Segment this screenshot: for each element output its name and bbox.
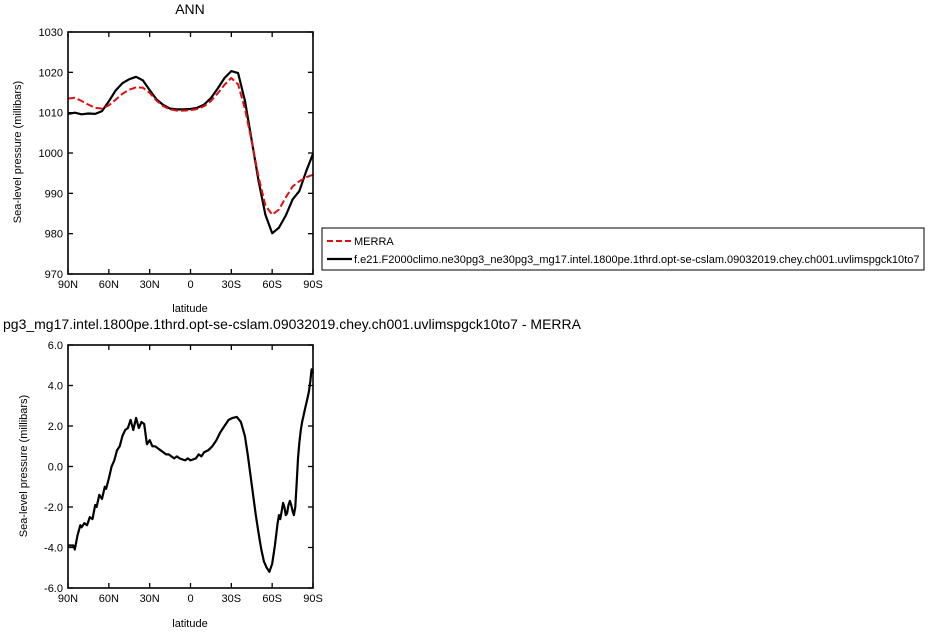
bottom-y-tick-label: -6.0 (44, 583, 63, 595)
top-x-tick-label: 90S (303, 279, 323, 291)
top-series-lines (67, 69, 315, 235)
bottom-x-tick-label: 90N (58, 593, 78, 605)
bottom-y-tick-label: 4.0 (48, 381, 63, 393)
bottom-x-tick-label: 60S (262, 593, 282, 605)
bottom-y-tick-label: 2.0 (48, 421, 63, 433)
top-series-line-1 (67, 69, 315, 235)
legend-label-merra: MERRA (354, 236, 394, 248)
bottom-plot-frame (67, 344, 314, 589)
bottom-series-line-0 (68, 368, 315, 573)
top-y-tick-label: 970 (45, 269, 63, 281)
bottom-y-tick-label: -4.0 (44, 543, 63, 555)
top-y-tick-label: 1020 (39, 67, 63, 79)
bottom-y-tick-label: 0.0 (48, 462, 63, 474)
legend-box (321, 227, 925, 271)
top-x-tick-label: 30S (222, 279, 242, 291)
top-x-tick-label: 30N (140, 279, 160, 291)
bottom-x-tick-label: 90S (303, 593, 323, 605)
top-y-tick-label: 1030 (39, 27, 63, 39)
top-y-tick-label: 1000 (39, 148, 63, 160)
bottom-x-tick-label: 30N (140, 593, 160, 605)
top-x-tick-label: 60N (99, 279, 119, 291)
top-x-tick-label: 0 (187, 279, 193, 291)
top-plot-frame (67, 31, 314, 275)
top-series-line-0 (67, 77, 314, 216)
top-chart-title: ANN (175, 1, 205, 17)
top-y-axis-label: Sea-level pressure (millibars) (12, 81, 24, 223)
bottom-y-tick-label: 6.0 (48, 340, 63, 352)
top-x-tick-label: 90N (58, 279, 78, 291)
bottom-x-tick-label: 30S (222, 593, 242, 605)
bottom-axis-ticks: 90N 60N 30N 0 30S 60S 90S -6.0 -4.0 -2.0 0.0 2.0 4.0… (44, 340, 323, 605)
bottom-panel: pg3_mg17.intel.1800pe.1thrd.opt-se-cslam… (3, 316, 582, 630)
top-panel: ANN latitude Sea-level pressure (milliba… (12, 1, 323, 315)
top-y-tick-label: 990 (45, 188, 63, 200)
top-y-tick-label: 1010 (39, 108, 63, 120)
bottom-series-lines (68, 368, 315, 573)
top-axis-ticks: 90N 60N 30N 0 30S 60S 90S 970 980 990 1000 1010 1020… (39, 27, 323, 291)
top-x-tick-label: 60S (262, 279, 282, 291)
bottom-y-tick-label: -2.0 (44, 502, 63, 514)
legend: MERRA f.e21.F2000climo.ne30pg3_ne30pg3_m… (321, 227, 925, 271)
top-x-axis-label: latitude (172, 303, 207, 315)
legend-label-model: f.e21.F2000climo.ne30pg3_ne30pg3_mg17.in… (354, 254, 919, 266)
bottom-x-tick-label: 60N (99, 593, 119, 605)
bottom-x-tick-label: 0 (187, 593, 193, 605)
top-y-tick-label: 980 (45, 229, 63, 241)
bottom-y-axis-label: Sea-level pressure (millibars) (18, 395, 30, 537)
bottom-x-axis-label: latitude (172, 618, 207, 630)
bottom-chart-title: pg3_mg17.intel.1800pe.1thrd.opt-se-cslam… (3, 316, 582, 332)
